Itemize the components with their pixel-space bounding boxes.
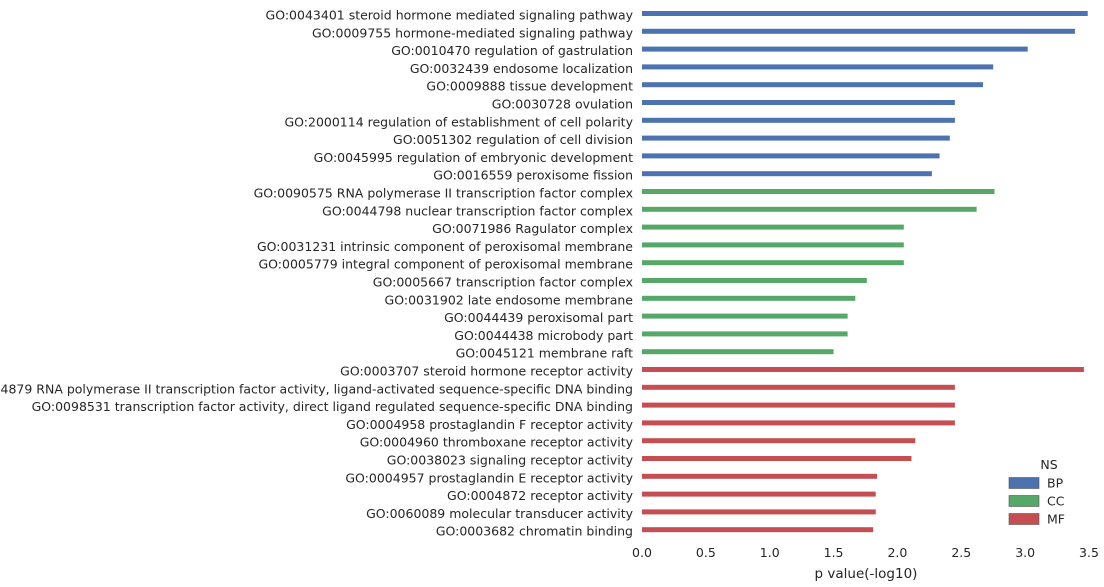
category-label: GO:0003707 steroid hormone receptor acti… xyxy=(340,364,633,379)
category-label: GO:0045121 membrane raft xyxy=(456,346,634,361)
category-label: GO:0044798 nuclear transcription factor … xyxy=(322,203,633,218)
category-label: GO:0005779 integral component of peroxis… xyxy=(259,257,634,272)
category-label: GO:0004957 prostaglandin E receptor acti… xyxy=(345,470,633,485)
category-label: GO:0051302 regulation of cell division xyxy=(393,132,633,147)
category-label: GO:0010470 regulation of gastrulation xyxy=(391,43,633,58)
x-axis-title: p value(-log10) xyxy=(815,566,918,582)
bar-cc xyxy=(642,313,848,319)
bar-mf xyxy=(642,384,955,390)
category-label: GO:0038023 signaling receptor activity xyxy=(387,453,634,468)
legend: NS BP CC MF xyxy=(1008,457,1065,527)
x-tick-label: 1.0 xyxy=(760,545,780,560)
legend-swatch-cc xyxy=(1008,495,1040,507)
bar-bp xyxy=(642,28,1075,34)
x-tick-label: 1.5 xyxy=(824,545,844,560)
bar-cc xyxy=(642,331,848,337)
category-label: GO:0016559 peroxisome fission xyxy=(433,168,633,183)
bar-bp xyxy=(642,100,955,105)
legend-swatch-bp xyxy=(1008,477,1040,489)
x-tick-label: 3.5 xyxy=(1079,545,1099,560)
x-tick-label: 0.0 xyxy=(632,545,652,560)
bar-bp xyxy=(642,117,955,123)
category-label: GO:0090575 RNA polymerase II transcripti… xyxy=(254,186,633,201)
bar-bp xyxy=(642,153,940,159)
category-labels: GO:0043401 steroid hormone mediated sign… xyxy=(0,8,634,539)
x-tick-label: 2.0 xyxy=(887,545,907,560)
category-label: GO:0071986 Ragulator complex xyxy=(432,221,633,236)
category-label: GO:0043401 steroid hormone mediated sign… xyxy=(266,8,634,23)
category-label: GO:0004958 prostaglandin F receptor acti… xyxy=(346,417,634,432)
category-label: GO:0004872 receptor activity xyxy=(447,488,634,503)
legend-label-bp: BP xyxy=(1047,476,1064,491)
bar-mf xyxy=(642,438,916,444)
bar-cc xyxy=(642,278,867,283)
category-label: GO:2000114 regulation of establishment o… xyxy=(284,114,633,129)
bar-mf xyxy=(642,473,877,479)
category-label: GO:0031231 intrinsic component of peroxi… xyxy=(257,239,633,254)
bar-cc xyxy=(642,295,856,301)
category-label: GO:0044438 microbody part xyxy=(454,328,633,343)
bar-cc xyxy=(642,224,904,230)
x-tick-label: 2.5 xyxy=(951,545,971,560)
bar-mf xyxy=(642,367,1084,372)
bar-bp xyxy=(642,64,994,70)
x-axis: p value(-log10) 0.0 0.5 1.0 1.5 2.0 2.5 3.0 3.5 xyxy=(632,545,1099,582)
category-label: GO:0044439 peroxisomal part xyxy=(444,310,633,325)
bar-bp xyxy=(642,135,950,141)
bar-bp xyxy=(642,11,1088,16)
category-label: GO:0030728 ovulation xyxy=(492,97,633,112)
bar-bp xyxy=(642,82,983,88)
category-label: GO:0004879 RNA polymerase II transcripti… xyxy=(0,381,633,396)
bar-bp xyxy=(642,171,932,177)
bar-mf xyxy=(642,420,955,426)
bar-cc xyxy=(642,206,977,212)
legend-title: NS xyxy=(1040,457,1057,472)
category-label: GO:0003682 chromatin binding xyxy=(436,524,633,539)
bar-cc xyxy=(642,260,904,266)
bars xyxy=(642,11,1088,533)
legend-label-mf: MF xyxy=(1047,512,1065,527)
bar-mf xyxy=(642,402,955,408)
category-label: GO:0032439 endosome localization xyxy=(410,61,633,76)
legend-label-cc: CC xyxy=(1047,494,1065,509)
bar-cc xyxy=(642,242,904,248)
bar-mf xyxy=(642,491,876,497)
bar-bp xyxy=(642,46,1028,52)
category-label: GO:0098531 transcription factor activity… xyxy=(32,399,633,414)
bar-mf xyxy=(642,456,912,461)
category-label: GO:0005667 transcription factor complex xyxy=(373,275,633,290)
category-label: GO:0031902 late endosome membrane xyxy=(385,292,634,307)
category-label: GO:0060089 molecular transducer activity xyxy=(366,506,634,521)
category-label: GO:0045995 regulation of embryonic devel… xyxy=(314,150,633,165)
x-tick-label: 3.0 xyxy=(1015,545,1035,560)
category-label: GO:0009755 hormone-mediated signaling pa… xyxy=(312,25,634,40)
category-label: GO:0009888 tissue development xyxy=(426,79,633,94)
category-label: GO:0004960 thromboxane receptor activity xyxy=(360,435,634,450)
bar-cc xyxy=(642,349,834,355)
x-tick-label: 0.5 xyxy=(696,545,716,560)
bar-mf xyxy=(642,527,874,533)
bar-mf xyxy=(642,509,876,515)
legend-swatch-mf xyxy=(1008,513,1040,525)
bar-cc xyxy=(642,189,995,194)
